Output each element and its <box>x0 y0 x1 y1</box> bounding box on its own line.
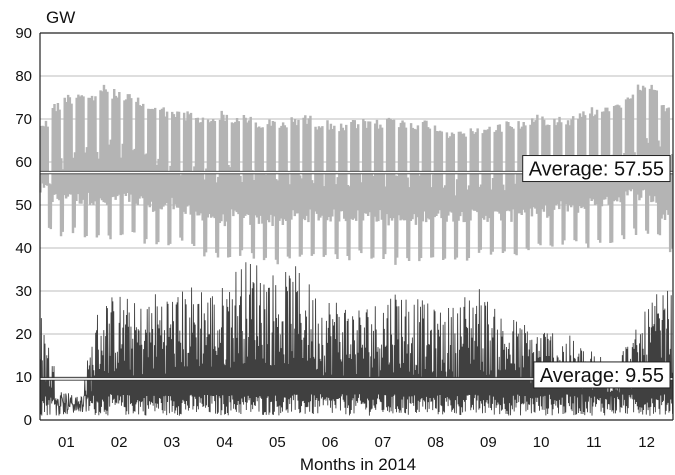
x-tick-label: 01 <box>58 434 75 451</box>
y-tick-label: 0 <box>24 412 32 429</box>
average-label-box <box>533 361 671 389</box>
x-tick-label: 09 <box>480 434 497 451</box>
average-label-box <box>522 155 671 183</box>
x-tick-label: 10 <box>533 434 550 451</box>
average-label: Average: 9.55 <box>540 365 664 387</box>
y-axis-unit-label: GW <box>46 8 75 27</box>
lower-series <box>39 262 674 416</box>
upper-series-line <box>39 84 674 265</box>
x-tick-label: 06 <box>322 434 339 451</box>
x-tick-label: 04 <box>216 434 233 451</box>
x-tick-label: 03 <box>164 434 181 451</box>
y-tick-label: 90 <box>15 25 32 42</box>
y-tick-label: 10 <box>15 369 32 386</box>
tick-labels: 0 10 20 30 40 50 60 70 80 90 01 02 03 04 05 06 07 08 09 10 1… <box>15 25 655 451</box>
y-tick-label: 40 <box>15 240 32 257</box>
lower-series-line <box>39 262 674 416</box>
x-axis-title: Months in 2014 <box>300 455 416 474</box>
x-tick-label: 02 <box>111 434 128 451</box>
x-tick-label: 05 <box>269 434 286 451</box>
average-label: Average: 57.55 <box>529 159 664 181</box>
y-tick-label: 50 <box>15 197 32 214</box>
x-tick-label: 08 <box>427 434 444 451</box>
x-tick-label: 11 <box>586 434 602 451</box>
y-tick-label: 30 <box>15 283 32 300</box>
y-tick-label: 20 <box>15 326 32 343</box>
y-tick-label: 80 <box>15 68 32 85</box>
annotations: Average: 57.55 Average: 9.55 <box>522 155 671 389</box>
x-tick-label: 07 <box>375 434 392 451</box>
y-tick-label: 60 <box>15 154 32 171</box>
y-tick-label: 70 <box>15 111 32 128</box>
axes <box>39 32 674 421</box>
upper-series <box>39 84 674 265</box>
x-tick-label: 12 <box>638 434 655 451</box>
